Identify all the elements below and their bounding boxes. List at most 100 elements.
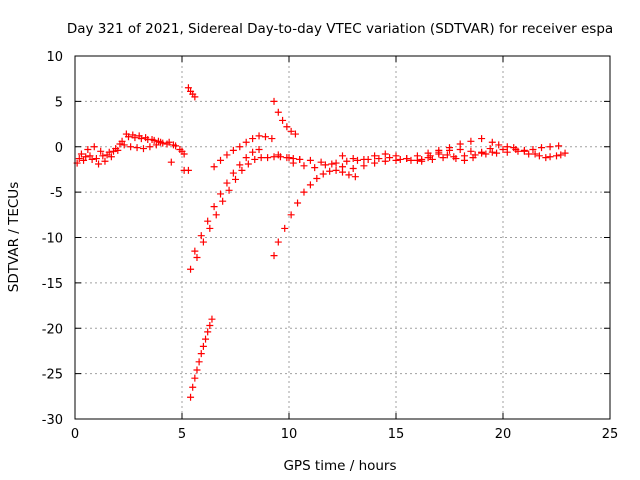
data-point [525, 150, 533, 158]
data-point [146, 143, 154, 151]
data-point [114, 146, 122, 154]
data-point [139, 145, 147, 153]
data-point [193, 253, 201, 261]
data-point [332, 166, 340, 174]
data-point [204, 217, 212, 225]
data-point [467, 147, 475, 155]
data-point [274, 238, 282, 246]
data-point [435, 148, 443, 156]
data-point [300, 188, 308, 196]
axis-ticks: 0 5 10 15 20 25 10 5 0 -5 -10 -15 -20 -25 -30 [42, 50, 619, 442]
data-point [206, 322, 214, 330]
data-point [199, 342, 207, 350]
plot-frame [74, 55, 611, 420]
data-point [353, 156, 361, 164]
series-arc-8 [210, 132, 276, 171]
data-point [270, 97, 278, 105]
data-point [261, 133, 269, 141]
data-point [349, 155, 357, 163]
data-point [142, 134, 150, 142]
data-point [99, 152, 107, 160]
data-point [279, 116, 287, 124]
data-point [371, 159, 379, 167]
data-point [238, 166, 246, 174]
y-axis-label: SDTVAR / TECUs [6, 182, 22, 292]
data-point [251, 155, 259, 163]
data-point [294, 199, 302, 207]
data-point [187, 265, 195, 273]
data-point [229, 146, 237, 154]
data-point [270, 252, 278, 260]
y-tick-label: 0 [55, 141, 63, 156]
data-point [88, 155, 96, 163]
data-point [244, 160, 252, 168]
series-arc-14 [418, 141, 563, 164]
data-point [92, 155, 100, 163]
data-point [418, 155, 426, 163]
data-point [229, 169, 237, 177]
data-point [210, 163, 218, 171]
x-tick-label: 20 [495, 427, 512, 442]
y-tick-label: -10 [42, 232, 63, 247]
data-point [555, 142, 563, 150]
data-point [289, 159, 297, 167]
data-point [202, 335, 210, 343]
data-point [328, 160, 336, 168]
data-point [371, 152, 379, 160]
data-point [283, 123, 291, 131]
x-tick-label: 25 [602, 427, 619, 442]
data-point [529, 145, 537, 153]
data-point [242, 154, 250, 162]
data-point [428, 155, 436, 163]
data-point [110, 147, 118, 155]
x-axis-label: GPS time / hours [283, 458, 396, 474]
chart-title: Day 321 of 2021, Sidereal Day-to-day VTE… [67, 21, 613, 37]
y-tick-label: -5 [50, 186, 63, 201]
data-point [95, 160, 103, 168]
data-point [274, 108, 282, 116]
data-point [499, 145, 507, 153]
y-tick-label: -25 [42, 368, 63, 383]
data-point [257, 154, 265, 162]
data-point [97, 147, 105, 155]
data-point [281, 224, 289, 232]
data-point [306, 181, 314, 189]
data-point [187, 393, 195, 401]
data-point [127, 143, 135, 151]
x-tick-label: 5 [178, 427, 186, 442]
data-point [217, 156, 225, 164]
data-point [512, 145, 520, 153]
data-point [332, 159, 340, 167]
data-point [546, 143, 554, 151]
data-point [426, 152, 434, 160]
data-point [311, 164, 319, 172]
data-point [103, 151, 111, 159]
data-point [159, 139, 167, 147]
data-point [460, 156, 468, 164]
data-point [189, 383, 197, 391]
data-point [538, 144, 546, 152]
data-point [206, 224, 214, 232]
data-point [249, 135, 257, 143]
data-point [296, 155, 304, 163]
data-point [195, 358, 203, 366]
data-point [321, 161, 329, 169]
data-point [204, 328, 212, 336]
series-arc-10 [270, 166, 359, 260]
data-point [486, 145, 494, 153]
data-point [542, 154, 550, 162]
data-point [306, 156, 314, 164]
data-point [446, 146, 453, 154]
data-point [343, 157, 351, 165]
data-point [193, 366, 201, 374]
data-point [351, 173, 359, 181]
data-point [107, 153, 115, 161]
data-point [403, 155, 411, 163]
data-marks [73, 84, 569, 401]
data-point [172, 142, 180, 150]
y-tick-label: 5 [55, 95, 63, 110]
data-point [116, 140, 124, 148]
data-point [503, 143, 511, 151]
series-arc-4 [184, 84, 199, 101]
data-point [443, 151, 451, 159]
